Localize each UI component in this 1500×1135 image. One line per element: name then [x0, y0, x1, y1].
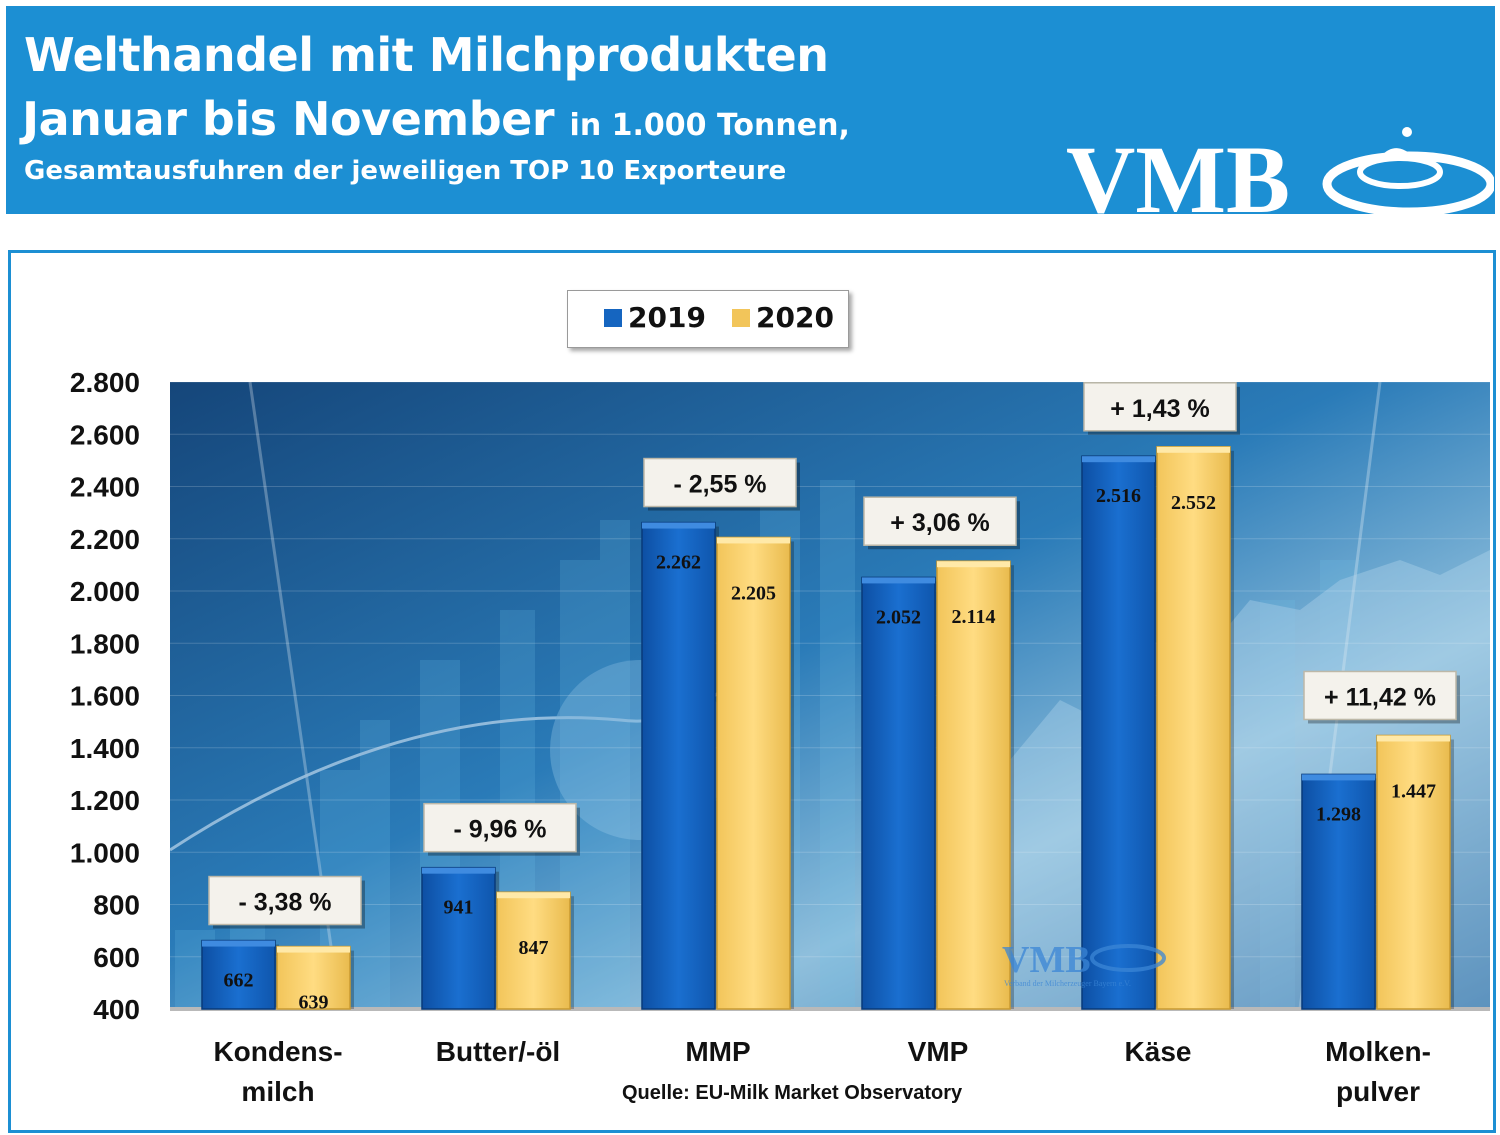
watermark-tagline: Verband der Milcherzeuger Bayern e.V. [1004, 979, 1131, 988]
bar-2019-3 [861, 576, 936, 1010]
bar-top-bevel [1377, 735, 1450, 742]
gridlines [170, 381, 1490, 1011]
decor-bar [360, 720, 390, 1009]
plot-background [170, 382, 1490, 1009]
title-unit: in 1.000 Tonnen, [569, 108, 850, 143]
x-tick-label: pulver [1336, 1076, 1420, 1107]
vmb-logo-emblem [1322, 127, 1494, 214]
x-tick-label: Käse [1125, 1036, 1192, 1067]
header-banner: Welthandel mit Milchprodukten Januar bis… [6, 6, 1495, 214]
y-tick-label: 2.000 [70, 576, 140, 607]
x-tick-label: Butter/-öl [436, 1036, 560, 1067]
x-tick-label: milch [241, 1076, 314, 1107]
decor-bar [600, 520, 630, 1009]
bar-top-bevel [497, 892, 570, 899]
change-label: - 9,96 % [453, 816, 546, 844]
subtitle: Gesamtausfuhren der jeweiligen TOP 10 Ex… [24, 156, 787, 186]
bar-2019-4 [1081, 455, 1156, 1010]
change-label: - 3,38 % [238, 889, 331, 917]
x-tick-label: MMP [685, 1036, 750, 1067]
data-label: 2.516 [1096, 485, 1141, 507]
bar-top-bevel [862, 577, 935, 584]
data-label: 2.114 [952, 606, 996, 628]
data-label: 639 [299, 992, 329, 1014]
bar-2019-2 [641, 521, 716, 1010]
bar-2020-3 [936, 560, 1011, 1010]
data-label: 1.298 [1316, 803, 1361, 825]
bar-top-bevel [642, 522, 715, 529]
data-label: 1.447 [1391, 780, 1436, 802]
y-tick-label: 2.600 [70, 419, 140, 450]
legend-label-2020: 2020 [756, 301, 834, 334]
data-label: 2.205 [731, 582, 776, 604]
decor-bar [820, 480, 855, 1009]
bar-top-bevel [422, 867, 495, 874]
y-tick-label: 2.400 [70, 472, 140, 503]
source-note: Quelle: EU-Milk Market Observatory [622, 1082, 963, 1104]
legend-swatch-2020 [732, 308, 750, 327]
y-axis-ticks: 2.800 2.600 2.400 2.200 2.000 1.800 1.600 1.400… [70, 367, 140, 1025]
legend-swatch-2019 [604, 308, 622, 327]
page-title: Welthandel mit Milchprodukten [24, 28, 829, 82]
data-label: 941 [444, 897, 474, 919]
bar-top-bevel [1157, 446, 1230, 453]
data-label: 2.052 [876, 606, 921, 628]
bar-2020-1 [496, 891, 571, 1010]
bar-2019-5 [1301, 773, 1376, 1010]
bar-top-bevel [937, 561, 1010, 568]
change-box [863, 496, 1017, 546]
bar-2020-2 [716, 536, 791, 1010]
change-label: - 2,55 % [673, 471, 766, 499]
bar-2019-0 [201, 939, 276, 1010]
y-tick-label: 2.800 [70, 367, 140, 398]
bar-2020-0 [276, 945, 351, 1010]
vmb-logo: VMB [1066, 126, 1494, 214]
legend-label-2019: 2019 [628, 301, 706, 334]
data-label: 2.262 [656, 552, 701, 574]
bar-top-bevel [1082, 456, 1155, 463]
change-box [1303, 670, 1457, 721]
data-label: 847 [519, 937, 549, 959]
change-box [1083, 382, 1237, 432]
bar-2020-5 [1376, 734, 1451, 1010]
title-period-text: Januar bis November [22, 92, 555, 146]
y-tick-label: 800 [93, 890, 140, 921]
bar-top-bevel [277, 946, 350, 953]
vmb-logo-text: VMB [1066, 126, 1290, 214]
change-label: + 3,06 % [890, 509, 989, 537]
y-tick-label: 1.000 [70, 837, 140, 868]
data-label: 2.552 [1171, 492, 1216, 514]
chart-legend: 2019 2020 [567, 290, 849, 348]
bar-2020-4 [1156, 446, 1231, 1010]
title-period: Januar bis November in 1.000 Tonnen, [22, 92, 850, 146]
y-tick-label: 2.200 [70, 524, 140, 555]
change-label: + 1,43 % [1110, 395, 1209, 423]
y-tick-label: 1.400 [70, 733, 140, 764]
legend-item-2019: 2019 [604, 301, 706, 334]
bar-top-bevel [1302, 774, 1375, 781]
change-label: + 11,42 % [1324, 683, 1436, 711]
x-tick-label: Molken- [1325, 1036, 1431, 1067]
watermark-logo-text: VMB [1002, 939, 1091, 981]
y-tick-label: 400 [93, 994, 140, 1025]
change-box [643, 457, 797, 508]
bar-top-bevel [202, 940, 275, 947]
y-tick-label: 1.800 [70, 628, 140, 659]
x-tick-label: Kondens- [213, 1036, 342, 1067]
y-tick-label: 1.200 [70, 785, 140, 816]
watermark-logo: VMB Verband der Milcherzeuger Bayern e.V… [1002, 939, 1166, 988]
decor-bar [1260, 600, 1295, 1009]
data-label: 662 [224, 970, 254, 992]
bar-2019-1 [421, 866, 496, 1010]
legend-item-2020: 2020 [732, 301, 834, 334]
y-tick-label: 1.600 [70, 681, 140, 712]
bars: 662 639 - 3,38 % 941 847 - 9,96 % 2.262 2.205 - … [201, 382, 1460, 1014]
y-tick-label: 600 [93, 942, 140, 973]
change-box [208, 875, 362, 926]
change-box [423, 802, 577, 853]
x-tick-label: VMP [908, 1036, 969, 1067]
bar-top-bevel [717, 537, 790, 544]
x-axis-labels: Kondens-milch Butter/-öl MMP VMP Käse Molken-… [213, 1036, 1430, 1107]
